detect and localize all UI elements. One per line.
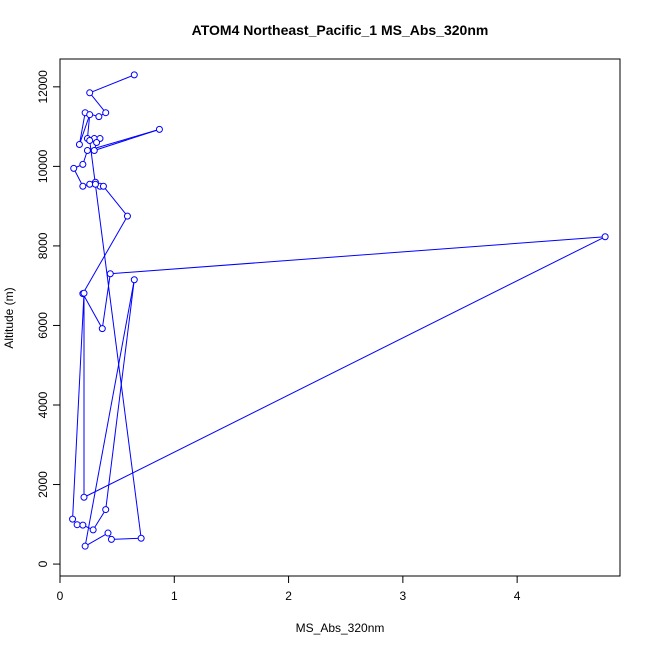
series-segment bbox=[110, 236, 606, 275]
data-point bbox=[98, 325, 106, 333]
data-point bbox=[86, 180, 94, 188]
data-point bbox=[155, 125, 163, 133]
data-point bbox=[90, 146, 98, 154]
series-segment bbox=[78, 112, 86, 145]
y-tick-label: 12000 bbox=[36, 70, 50, 104]
x-tick-label: 0 bbox=[57, 589, 64, 603]
x-tick-label: 2 bbox=[285, 589, 292, 603]
data-point bbox=[86, 89, 94, 97]
data-point bbox=[89, 526, 97, 534]
series-segment bbox=[82, 215, 128, 294]
data-point bbox=[123, 212, 131, 220]
series-segment bbox=[103, 185, 128, 217]
series-segment bbox=[89, 74, 135, 94]
series-segment bbox=[84, 532, 109, 547]
series-segment bbox=[101, 273, 111, 329]
y-tick-label: 2000 bbox=[36, 471, 50, 498]
x-axis-label: MS_Abs_320nm bbox=[296, 621, 385, 635]
data-point bbox=[79, 521, 87, 529]
data-point bbox=[102, 109, 110, 117]
data-point bbox=[81, 542, 89, 550]
data-point bbox=[86, 111, 94, 119]
data-point bbox=[106, 270, 114, 278]
y-axis: 0 2000 4000 6000 8000 10000 12000 bbox=[36, 70, 61, 567]
series-segment bbox=[89, 92, 107, 114]
series-segment bbox=[86, 114, 91, 139]
data-point bbox=[601, 233, 609, 241]
data-point bbox=[130, 71, 138, 79]
y-tick-label: 0 bbox=[36, 560, 50, 567]
series-segment bbox=[92, 509, 107, 531]
data-point bbox=[130, 276, 138, 284]
x-axis: 0 1 2 3 4 bbox=[57, 575, 521, 603]
data-point bbox=[70, 164, 78, 172]
series-segment bbox=[111, 537, 142, 540]
data-point bbox=[83, 146, 91, 154]
series-segment bbox=[89, 140, 142, 539]
series-segment bbox=[83, 236, 606, 498]
series-segment bbox=[78, 114, 91, 145]
series-points bbox=[69, 71, 609, 550]
data-point bbox=[137, 534, 145, 542]
data-point bbox=[79, 160, 87, 168]
data-point bbox=[79, 182, 87, 190]
series-segment bbox=[84, 279, 135, 547]
data-point bbox=[102, 506, 110, 514]
series-segment bbox=[105, 279, 135, 510]
x-tick-label: 3 bbox=[400, 589, 407, 603]
x-tick-label: 1 bbox=[171, 589, 178, 603]
data-point bbox=[99, 182, 107, 190]
series-segment bbox=[87, 128, 160, 151]
y-tick-label: 6000 bbox=[36, 312, 50, 339]
series-segment bbox=[72, 293, 85, 520]
data-point bbox=[69, 515, 77, 523]
data-point bbox=[107, 535, 115, 543]
y-tick-label: 4000 bbox=[36, 391, 50, 418]
data-point bbox=[80, 289, 88, 297]
data-point bbox=[73, 521, 81, 529]
series-segment bbox=[82, 293, 103, 329]
data-point bbox=[86, 137, 94, 145]
y-tick-label: 10000 bbox=[36, 149, 50, 183]
x-tick-label: 4 bbox=[514, 589, 521, 603]
plot-frame bbox=[59, 58, 621, 577]
data-point bbox=[104, 529, 112, 537]
data-point bbox=[93, 139, 101, 147]
y-tick-label: 8000 bbox=[36, 232, 50, 259]
data-point bbox=[95, 113, 103, 121]
series-lines bbox=[72, 74, 606, 547]
data-point bbox=[80, 493, 88, 501]
y-axis-label: Altitude (m) bbox=[2, 287, 16, 348]
chart-title: ATOM4 Northeast_Pacific_1 MS_Abs_320nm bbox=[192, 22, 489, 38]
data-point bbox=[91, 180, 99, 188]
data-point bbox=[75, 141, 83, 149]
